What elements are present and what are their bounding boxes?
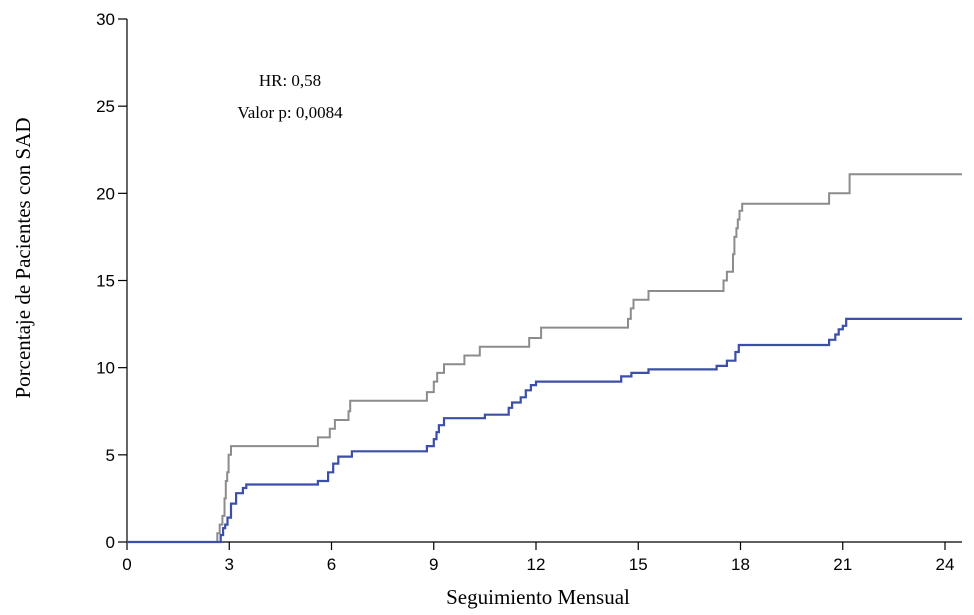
x-tick-label: 15 — [629, 555, 648, 574]
y-tick-label: 10 — [96, 359, 115, 378]
p-value-annotation: Valor p: 0,0084 — [237, 103, 343, 122]
x-tick-label: 6 — [327, 555, 336, 574]
y-tick-label: 30 — [96, 10, 115, 29]
y-tick-label: 20 — [96, 184, 115, 203]
series-lines — [127, 173, 962, 544]
x-tick-label: 21 — [833, 555, 852, 574]
chart-text: Porcentaje de Pacientes con SAD Seguimie… — [11, 71, 630, 609]
x-tick-label: 18 — [731, 555, 750, 574]
x-tick-label: 12 — [527, 555, 546, 574]
x-axis-title: Seguimiento Mensual — [446, 585, 630, 609]
x-tick-label: 9 — [429, 555, 438, 574]
axes: 0 5 10 15 20 25 30 0 3 6 9 12 15 18 21 24 — [96, 10, 963, 574]
x-tick-label: 0 — [122, 555, 131, 574]
x-tick-label: 3 — [225, 555, 234, 574]
x-tick-label: 24 — [936, 555, 955, 574]
y-tick-label: 25 — [96, 97, 115, 116]
y-axis-title: Porcentaje de Pacientes con SAD — [11, 117, 35, 398]
hr-annotation: HR: 0,58 — [259, 71, 321, 90]
series-line-blue — [127, 317, 962, 544]
y-tick-label: 5 — [106, 446, 115, 465]
y-tick-label: 0 — [106, 533, 115, 552]
y-tick-label: 15 — [96, 272, 115, 291]
series-line-gray — [127, 173, 962, 543]
